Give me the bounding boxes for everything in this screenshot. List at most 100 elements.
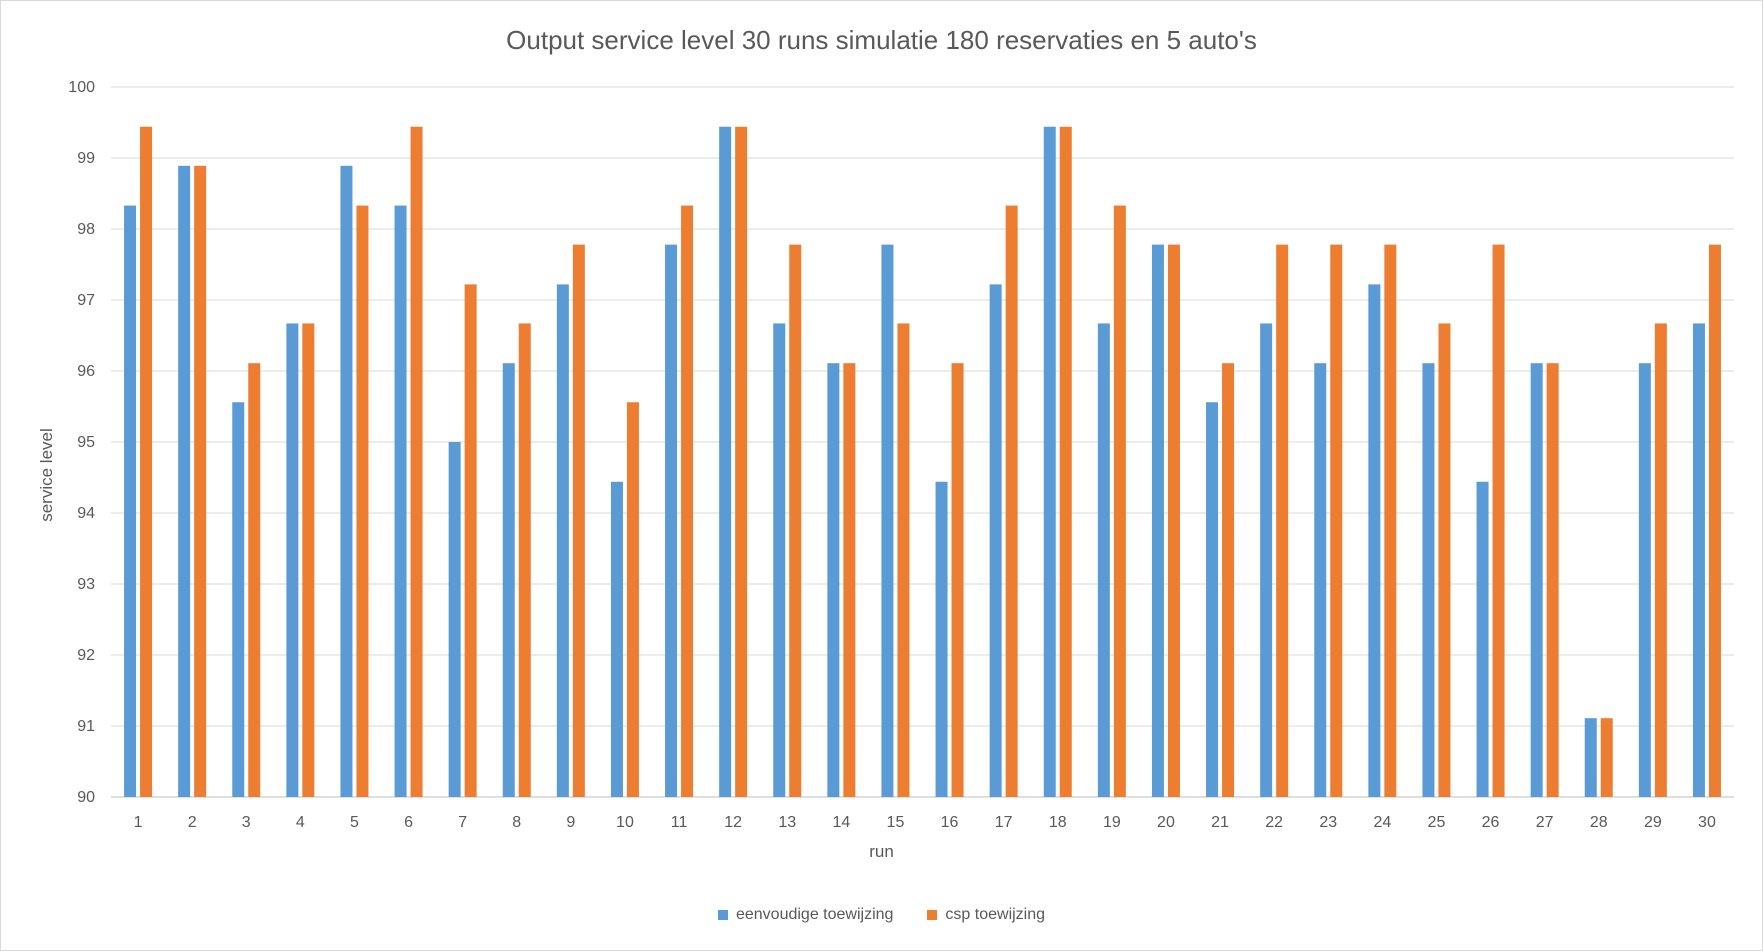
bar-csp-run-20 xyxy=(1167,244,1180,797)
y-tick-label: 94 xyxy=(77,505,95,522)
y-tick-label: 100 xyxy=(68,79,95,96)
y-tick-label: 90 xyxy=(77,789,95,806)
bar-csp-run-8 xyxy=(518,323,531,797)
x-tick-label: 20 xyxy=(1157,814,1175,831)
bar-csp-run-13 xyxy=(789,244,802,797)
y-tick-label: 95 xyxy=(77,434,95,451)
bar-csp-run-30 xyxy=(1708,244,1721,797)
legend-label-series-1: eenvoudige toewijzing xyxy=(735,906,894,923)
chart-title: Output service level 30 runs simulatie 1… xyxy=(506,25,1257,55)
y-tick-label: 98 xyxy=(77,221,95,238)
y-tick-label: 91 xyxy=(77,718,95,735)
x-tick-label: 24 xyxy=(1373,814,1391,831)
bar-eenvoudige-run-6 xyxy=(394,205,407,797)
bar-csp-run-17 xyxy=(1005,205,1018,797)
legend-swatch-series-2 xyxy=(927,910,938,920)
x-tick-label: 3 xyxy=(242,814,251,831)
bar-eenvoudige-run-22 xyxy=(1260,323,1273,797)
bar-csp-run-19 xyxy=(1113,205,1126,797)
bar-csp-run-28 xyxy=(1600,718,1613,797)
y-tick-label: 99 xyxy=(77,150,95,167)
x-tick-label: 21 xyxy=(1211,814,1229,831)
bar-csp-run-24 xyxy=(1384,244,1397,797)
bar-eenvoudige-run-17 xyxy=(989,284,1002,797)
x-tick-label: 18 xyxy=(1049,814,1067,831)
x-tick-label: 25 xyxy=(1428,814,1446,831)
bar-csp-run-11 xyxy=(681,205,694,797)
bar-eenvoudige-run-9 xyxy=(556,284,569,797)
legend-item-series-2: csp toewijzing xyxy=(927,906,1045,924)
bar-csp-run-25 xyxy=(1438,323,1451,797)
bar-eenvoudige-run-21 xyxy=(1206,402,1219,797)
y-tick-label: 93 xyxy=(77,576,95,593)
x-tick-label: 28 xyxy=(1590,814,1608,831)
bar-eenvoudige-run-28 xyxy=(1584,718,1597,797)
legend-swatch-series-1 xyxy=(717,910,728,920)
bar-eenvoudige-run-5 xyxy=(340,165,353,797)
bar-eenvoudige-run-20 xyxy=(1151,244,1164,797)
bar-csp-run-23 xyxy=(1330,244,1343,797)
x-tick-label: 26 xyxy=(1482,814,1500,831)
x-tick-label: 22 xyxy=(1265,814,1283,831)
bar-eenvoudige-run-30 xyxy=(1692,323,1705,797)
bar-csp-run-4 xyxy=(302,323,315,797)
bar-csp-run-6 xyxy=(410,126,423,797)
bar-eenvoudige-run-8 xyxy=(502,363,515,797)
bar-eenvoudige-run-1 xyxy=(124,205,137,797)
bar-eenvoudige-run-11 xyxy=(665,244,678,797)
x-tick-label: 27 xyxy=(1536,814,1554,831)
legend-item-series-1: eenvoudige toewijzing xyxy=(717,906,894,924)
x-tick-label: 14 xyxy=(832,814,850,831)
bar-eenvoudige-run-19 xyxy=(1097,323,1110,797)
x-tick-label: 19 xyxy=(1103,814,1121,831)
bar-eenvoudige-run-13 xyxy=(773,323,786,797)
x-tick-label: 8 xyxy=(512,814,521,831)
bar-eenvoudige-run-29 xyxy=(1638,363,1651,797)
bar-eenvoudige-run-12 xyxy=(719,126,732,797)
bar-eenvoudige-run-14 xyxy=(827,363,840,797)
bar-csp-run-21 xyxy=(1222,363,1235,797)
bar-csp-run-14 xyxy=(843,363,856,797)
x-tick-label: 16 xyxy=(941,814,959,831)
bar-csp-run-15 xyxy=(897,323,910,797)
x-tick-label: 2 xyxy=(188,814,197,831)
y-tick-label: 92 xyxy=(77,647,95,664)
x-tick-label: 29 xyxy=(1644,814,1662,831)
bar-eenvoudige-run-18 xyxy=(1043,126,1056,797)
bar-eenvoudige-run-26 xyxy=(1476,481,1489,797)
x-tick-label: 10 xyxy=(616,814,634,831)
bar-csp-run-29 xyxy=(1654,323,1667,797)
x-tick-label: 17 xyxy=(995,814,1013,831)
x-tick-label: 5 xyxy=(350,814,359,831)
bar-eenvoudige-run-16 xyxy=(935,481,948,797)
bar-csp-run-3 xyxy=(248,363,261,797)
bar-csp-run-5 xyxy=(356,205,369,797)
legend-label-series-2: csp toewijzing xyxy=(945,906,1046,923)
bar-eenvoudige-run-23 xyxy=(1314,363,1327,797)
y-tick-label: 96 xyxy=(77,363,95,380)
x-tick-label: 30 xyxy=(1698,814,1716,831)
bar-eenvoudige-run-3 xyxy=(232,402,245,797)
x-tick-label: 23 xyxy=(1319,814,1337,831)
x-tick-label: 9 xyxy=(566,814,575,831)
bar-eenvoudige-run-4 xyxy=(286,323,299,797)
bar-eenvoudige-run-15 xyxy=(881,244,894,797)
bar-eenvoudige-run-24 xyxy=(1368,284,1381,797)
x-tick-label: 6 xyxy=(404,814,413,831)
y-tick-label: 97 xyxy=(77,292,95,309)
x-tick-label: 12 xyxy=(724,814,742,831)
bar-csp-run-12 xyxy=(735,126,748,797)
bar-csp-run-7 xyxy=(464,284,477,797)
bar-eenvoudige-run-2 xyxy=(178,165,191,797)
bar-csp-run-1 xyxy=(140,126,153,797)
bar-csp-run-16 xyxy=(951,363,964,797)
bar-csp-run-22 xyxy=(1276,244,1289,797)
bar-csp-run-9 xyxy=(572,244,585,797)
legend: eenvoudige toewijzing csp toewijzing xyxy=(1,906,1762,924)
x-axis-label: run xyxy=(869,842,894,861)
bar-csp-run-10 xyxy=(626,402,639,797)
bar-csp-run-27 xyxy=(1546,363,1559,797)
bar-eenvoudige-run-10 xyxy=(610,481,623,797)
